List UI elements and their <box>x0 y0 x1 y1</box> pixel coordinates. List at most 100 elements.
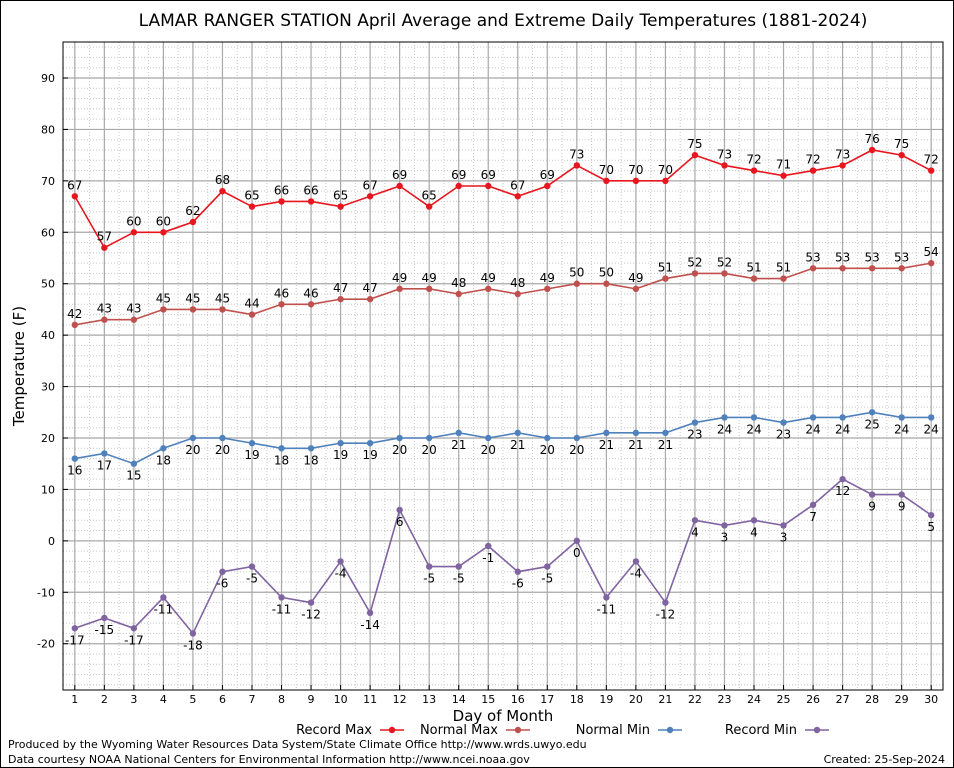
x-tick-label: 25 <box>777 693 791 706</box>
record-max-data-label: 67 <box>67 178 82 192</box>
normal-min-data-label: 18 <box>303 453 318 467</box>
y-tick-label: 80 <box>41 123 55 136</box>
normal-max-data-label: 42 <box>67 307 82 321</box>
normal-min-point <box>898 414 905 421</box>
x-tick-label: 15 <box>481 693 495 706</box>
record-max-data-label: 67 <box>362 178 377 192</box>
normal-max-point <box>396 285 403 293</box>
normal-min-data-label: 21 <box>658 438 673 452</box>
legend-label-record-min: Record Min <box>725 723 797 738</box>
record-max-point <box>927 167 935 174</box>
normal-max-data-label: 51 <box>658 261 673 275</box>
x-tick-label: 11 <box>363 693 377 706</box>
record-min-data-label: -17 <box>65 633 85 647</box>
record-max-point <box>307 198 315 205</box>
record-min-point <box>573 537 581 545</box>
legend-marker-normal-max <box>514 726 522 734</box>
normal-min-point <box>603 429 610 437</box>
y-tick-label: 70 <box>41 175 55 188</box>
normal-min-data-label: 21 <box>451 438 466 452</box>
record-max-point <box>455 182 462 190</box>
record-max-point <box>750 167 758 174</box>
x-tick-label: 6 <box>219 693 226 706</box>
record-min-data-label: -4 <box>630 566 642 580</box>
record-max-data-label: 57 <box>97 230 112 244</box>
normal-max-data-label: 53 <box>835 250 850 264</box>
record-min-point <box>219 568 226 575</box>
record-min-data-label: -1 <box>482 551 494 565</box>
normal-max-point <box>101 316 108 323</box>
x-tick-label: 29 <box>895 693 909 706</box>
footer-produced-by: Produced by the Wyoming Water Resources … <box>8 738 587 751</box>
record-max-point <box>366 193 374 200</box>
normal-max-series: 42 43 43 45 45 45 44 46 46 47 47 49 49 48 49 48 49 50 50 49… <box>67 245 939 329</box>
y-tick-label: 90 <box>41 72 55 85</box>
normal-max-data-label: 49 <box>392 271 407 285</box>
normal-min-data-label: 20 <box>540 443 555 457</box>
normal-max-data-label: 51 <box>776 261 791 275</box>
record-max-point <box>248 203 256 210</box>
normal-max-data-label: 50 <box>569 266 584 280</box>
record-min-data-label: -5 <box>246 572 258 586</box>
normal-min-point <box>337 439 344 447</box>
normal-min-point <box>632 429 640 437</box>
normal-max-point <box>721 270 728 277</box>
normal-max-point <box>425 285 433 293</box>
record-min-point <box>455 563 462 570</box>
normal-min-data-label: 20 <box>215 443 230 457</box>
normal-max-line <box>74 262 932 326</box>
record-min-data-label: 5 <box>927 520 935 534</box>
x-tick-label: 22 <box>688 693 702 706</box>
record-min-point <box>160 594 167 601</box>
record-min-data-label: 9 <box>898 500 906 514</box>
legend: Record Max Normal Max Normal Min Record Min <box>296 723 829 738</box>
record-min-point <box>130 625 138 632</box>
normal-min-data-label: 24 <box>894 422 909 436</box>
y-tick-label: -10 <box>37 586 55 599</box>
record-max-data-label: 72 <box>805 153 820 167</box>
normal-max-data-label: 44 <box>244 297 259 311</box>
normal-max-data-label: 49 <box>540 271 555 285</box>
x-axis-label: Day of Month <box>453 707 554 725</box>
record-max-line <box>74 149 932 249</box>
record-max-data-label: 65 <box>422 189 437 203</box>
record-max-point <box>868 146 876 154</box>
x-tick-label: 26 <box>806 693 820 706</box>
x-tick-label: 2 <box>101 693 108 706</box>
x-tick-label: 17 <box>540 693 554 706</box>
normal-min-data-label: 24 <box>805 422 820 436</box>
normal-max-point <box>898 265 905 272</box>
record-max-point <box>721 162 728 169</box>
y-tick-label: 30 <box>41 381 55 394</box>
record-max-point <box>603 177 610 185</box>
record-min-data-label: -12 <box>301 608 321 622</box>
normal-max-data-label: 43 <box>126 302 141 316</box>
normal-max-point <box>780 275 787 282</box>
record-min-point <box>307 599 315 606</box>
normal-max-point <box>573 280 581 287</box>
normal-max-point <box>337 295 344 303</box>
normal-min-data-label: 21 <box>628 438 643 452</box>
normal-max-data-label: 52 <box>717 255 732 269</box>
normal-min-data-label: 23 <box>687 428 702 442</box>
record-min-data-label: 4 <box>691 525 699 539</box>
normal-min-point <box>101 450 108 457</box>
x-tick-label: 14 <box>452 693 466 706</box>
normal-max-data-label: 46 <box>303 286 318 300</box>
record-min-point <box>248 563 256 570</box>
normal-min-data-label: 17 <box>97 458 112 472</box>
record-max-data-label: 68 <box>215 173 230 187</box>
x-tick-label: 8 <box>278 693 285 706</box>
record-min-data-label: -5 <box>541 572 553 586</box>
record-min-data-label: -4 <box>335 566 347 580</box>
record-min-point <box>101 614 108 622</box>
record-max-data-label: 73 <box>835 147 850 161</box>
record-max-data-label: 69 <box>481 168 496 182</box>
record-max-series: 67 57 60 60 62 68 65 66 66 65 67 69 65 69 69 67 69 73 70 70… <box>67 132 939 251</box>
record-min-data-label: -12 <box>656 608 676 622</box>
record-max-data-label: 69 <box>540 168 555 182</box>
normal-max-data-label: 43 <box>97 302 112 316</box>
normal-max-point <box>927 259 935 267</box>
normal-max-data-label: 45 <box>185 291 200 305</box>
normal-min-data-label: 15 <box>126 469 141 483</box>
